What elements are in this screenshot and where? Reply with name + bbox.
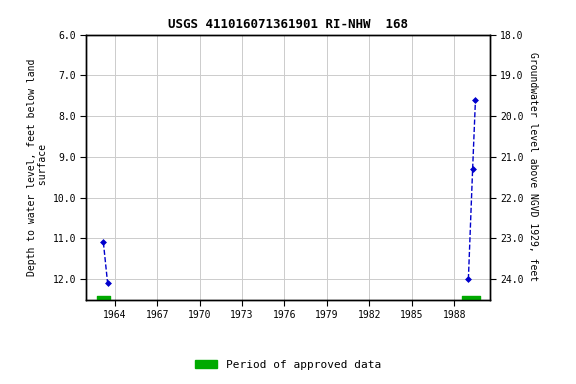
Title: USGS 411016071361901 RI-NHW  168: USGS 411016071361901 RI-NHW 168: [168, 18, 408, 31]
Y-axis label: Groundwater level above NGVD 1929, feet: Groundwater level above NGVD 1929, feet: [528, 53, 537, 281]
Legend: Period of approved data: Period of approved data: [191, 356, 385, 375]
Y-axis label: Depth to water level, feet below land
 surface: Depth to water level, feet below land su…: [26, 58, 48, 276]
